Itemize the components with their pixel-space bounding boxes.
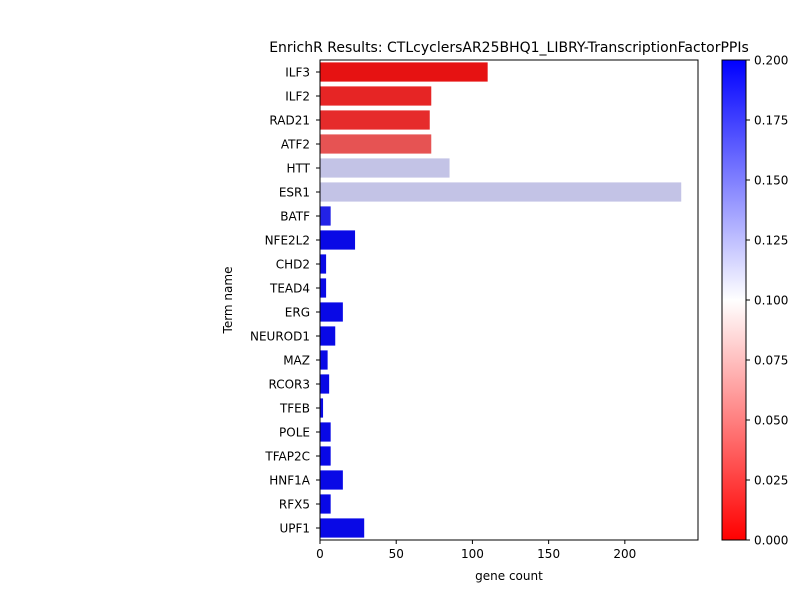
y-tick-label: HNF1A [269,474,311,488]
colorbar-tick-label: 0.175 [754,114,788,128]
y-tick-label: NFE2L2 [265,234,310,248]
chart-title: EnrichR Results: CTLcyclersAR25BHQ1_LIBR… [269,40,749,56]
y-tick-label: POLE [279,426,310,440]
colorbar-tick-label: 0.025 [754,474,788,488]
y-tick-label: RFX5 [279,498,310,512]
bar-neurod1 [320,326,336,346]
colorbar-tick-label: 0.150 [754,174,788,188]
y-tick-label: ERG [285,306,310,320]
y-axis-ticks: ILF3 ILF2 RAD21 ATF2 HTT ESR1 BATF NFE2L2 CHD2 TE… [250,66,320,536]
y-tick-label: TFAP2C [264,450,310,464]
bar-pole [320,422,331,442]
x-tick-label: 150 [537,547,560,561]
x-tick-label: 0 [316,547,324,561]
y-tick-label: ILF3 [285,66,310,80]
y-tick-label: ESR1 [279,186,310,200]
plot-frame [319,59,699,541]
bar-hnf1a [320,470,343,490]
bar-erg [320,302,343,322]
bar-esr1 [320,182,682,202]
colorbar-ticks: 0.000 0.025 0.050 0.075 0.100 0.125 0.150 0.175… [746,54,788,548]
y-tick-label: MAZ [283,354,310,368]
x-axis-ticks: 0 50 100 150 200 [316,540,636,561]
x-axis-label: gene count [475,569,543,583]
x-tick-label: 200 [613,547,636,561]
bar-upf1 [320,518,365,538]
bar-batf [320,206,331,226]
bar-chd2 [320,254,327,274]
y-tick-label: NEUROD1 [250,330,310,344]
y-tick-label: TFEB [279,402,310,416]
bar-nfe2l2 [320,230,356,250]
y-axis-label: Term name [221,267,235,335]
bar-ilf2 [320,86,432,106]
y-tick-label: CHD2 [276,258,310,272]
y-tick-label: HTT [287,162,311,176]
colorbar-tick-label: 0.100 [754,294,788,308]
bar-tfeb [320,398,324,418]
bar-maz [320,350,328,370]
colorbar-tick-label: 0.050 [754,414,788,428]
y-tick-label: RAD21 [269,114,310,128]
x-tick-label: 100 [461,547,484,561]
y-tick-label: RCOR3 [268,378,310,392]
bar-rfx5 [320,494,331,514]
bar-ilf3 [320,62,488,82]
bar-tfap2c [320,446,331,466]
x-tick-label: 50 [389,547,404,561]
colorbar-tick-label: 0.075 [754,354,788,368]
bar-group [320,62,682,538]
bar-atf2 [320,134,432,154]
bar-tead4 [320,278,327,298]
y-tick-label: ATF2 [281,138,310,152]
bar-htt [320,158,450,178]
colorbar-tick-label: 0.200 [754,54,788,68]
colorbar-tick-label: 0.000 [754,534,788,548]
y-tick-label: UPF1 [279,522,310,536]
colorbar-tick-label: 0.125 [754,234,788,248]
bar-rcor3 [320,374,330,394]
y-tick-label: TEAD4 [269,282,310,296]
colorbar [721,59,747,541]
y-tick-label: BATF [280,210,310,224]
y-tick-label: ILF2 [285,90,310,104]
bar-rad21 [320,110,430,130]
